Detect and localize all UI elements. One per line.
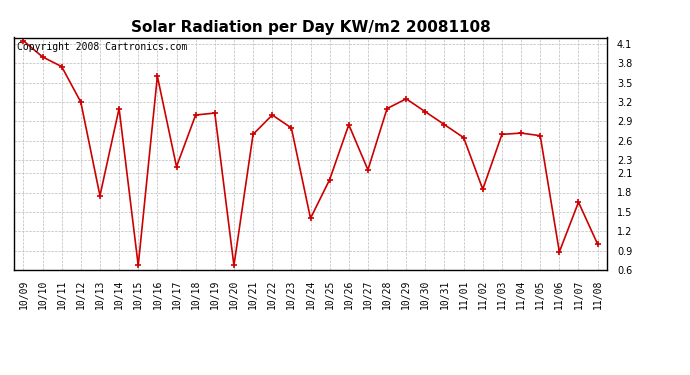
Text: Copyright 2008 Cartronics.com: Copyright 2008 Cartronics.com (17, 42, 187, 52)
Title: Solar Radiation per Day KW/m2 20081108: Solar Radiation per Day KW/m2 20081108 (130, 20, 491, 35)
